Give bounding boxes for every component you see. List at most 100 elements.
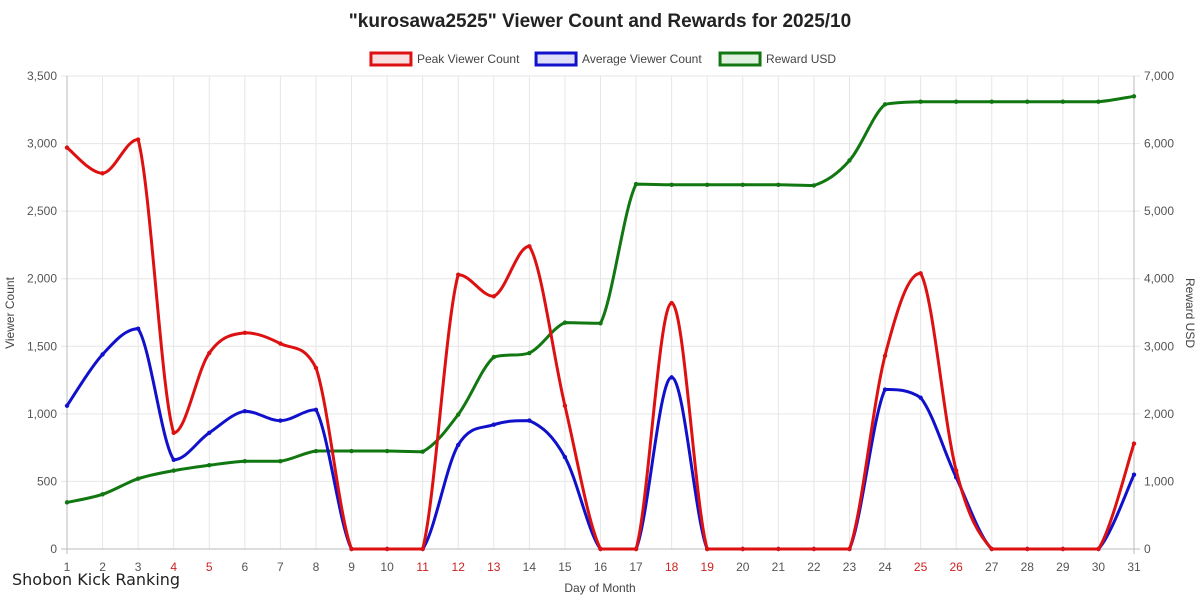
data-point (491, 354, 496, 360)
y-right-tick-label: 4,000 (1144, 272, 1174, 286)
data-point (1025, 99, 1030, 104)
x-tick-label: 21 (772, 560, 786, 574)
data-point (242, 458, 248, 464)
data-point (100, 171, 105, 176)
x-tick-label: 17 (629, 560, 643, 574)
data-point (633, 181, 639, 187)
data-point (811, 546, 817, 552)
series-group (64, 94, 1137, 552)
x-tick-label: 19 (701, 560, 715, 574)
data-point (1060, 546, 1066, 552)
x-tick-label: 25 (914, 560, 928, 574)
x-tick-label: 16 (594, 560, 608, 574)
data-point (242, 408, 248, 414)
legend-swatch (718, 51, 762, 67)
x-tick-label: 29 (1056, 560, 1070, 574)
y-right-tick-label: 5,000 (1144, 204, 1174, 218)
x-tick-label: 6 (241, 560, 248, 574)
data-point (598, 321, 603, 326)
y-right-tick-label: 3,000 (1144, 339, 1174, 353)
watermark-text: Shobon Kick Ranking (12, 570, 181, 589)
y-left-tick-label: 2,000 (27, 272, 57, 286)
x-tick-label: 10 (380, 560, 394, 574)
data-point (847, 546, 852, 552)
y-left-tick-label: 1,500 (27, 339, 57, 353)
data-point (1060, 99, 1066, 104)
x-tick-label: 23 (843, 560, 857, 574)
y-left-tick-label: 3,500 (27, 69, 57, 83)
data-point (527, 418, 532, 423)
data-point (135, 137, 141, 142)
x-tick-label: 9 (348, 560, 355, 574)
data-point (349, 546, 354, 552)
y-left-tick-label: 2,500 (27, 204, 57, 218)
legend-label: Average Viewer Count (582, 52, 702, 66)
x-tick-label: 22 (807, 560, 821, 574)
data-point (100, 352, 105, 357)
data-point (242, 330, 248, 335)
legend-swatch (534, 51, 578, 67)
data-point (491, 294, 496, 299)
x-axis-title: Day of Month (564, 581, 635, 595)
data-point (598, 546, 603, 552)
data-point (1025, 546, 1030, 552)
data-point (989, 546, 994, 552)
data-point (705, 182, 710, 187)
data-point (1131, 441, 1137, 446)
y-right-axis: 0 1,000 2,000 3,000 4,000 5,000 6,000 7,000 (1144, 69, 1174, 556)
data-point (491, 422, 496, 427)
data-point (953, 468, 959, 473)
y-left-tick-label: 0 (50, 542, 57, 556)
y-left-tick-label: 3,000 (27, 137, 57, 151)
x-tick-label: 8 (313, 560, 320, 574)
data-point (207, 350, 212, 356)
x-tick-label: 13 (487, 560, 501, 574)
y-left-axis-title: Viewer Count (3, 276, 17, 348)
data-point (669, 375, 674, 380)
x-tick-label: 24 (878, 560, 892, 574)
data-point (171, 430, 176, 435)
y-left-tick-label: 500 (37, 474, 57, 488)
x-tick-label: 5 (206, 560, 213, 574)
data-point (313, 407, 319, 413)
data-point (669, 182, 674, 187)
data-point (135, 326, 141, 331)
data-point (64, 145, 70, 150)
data-point (313, 365, 319, 371)
data-point (456, 272, 461, 277)
data-point (456, 412, 461, 417)
data-point (847, 158, 852, 163)
data-point (135, 476, 141, 481)
data-point (705, 546, 710, 552)
x-tick-label: 11 (416, 560, 429, 574)
data-point (313, 448, 319, 454)
data-point (953, 99, 959, 104)
data-point (207, 430, 212, 435)
y-right-tick-label: 2,000 (1144, 407, 1174, 421)
data-point (562, 320, 568, 325)
x-tick-label: 26 (949, 560, 963, 574)
y-right-tick-label: 1,000 (1144, 474, 1174, 488)
data-point (882, 387, 888, 392)
x-tick-label: 20 (736, 560, 750, 574)
data-point (562, 454, 568, 460)
data-point (100, 492, 105, 497)
x-tick-label: 31 (1127, 560, 1141, 574)
data-point (420, 546, 425, 552)
data-point (918, 99, 923, 104)
data-point (207, 463, 212, 468)
data-point (918, 271, 923, 276)
data-point (349, 448, 354, 454)
data-point (989, 99, 994, 104)
legend-label: Peak Viewer Count (417, 52, 520, 66)
x-axis: 1 2 3 4 5 6 7 8 9 10 11 12 13 14 15 16 17 18 19 20 21 22 23 24 2… (64, 560, 1141, 574)
data-point (776, 546, 781, 552)
data-point (669, 300, 674, 306)
data-point (1131, 472, 1137, 477)
data-point (776, 182, 781, 187)
y-left-tick-label: 1,000 (27, 407, 57, 421)
x-tick-label: 12 (452, 560, 466, 574)
data-point (562, 403, 568, 408)
y-right-axis-title: Reward USD (1183, 278, 1197, 348)
